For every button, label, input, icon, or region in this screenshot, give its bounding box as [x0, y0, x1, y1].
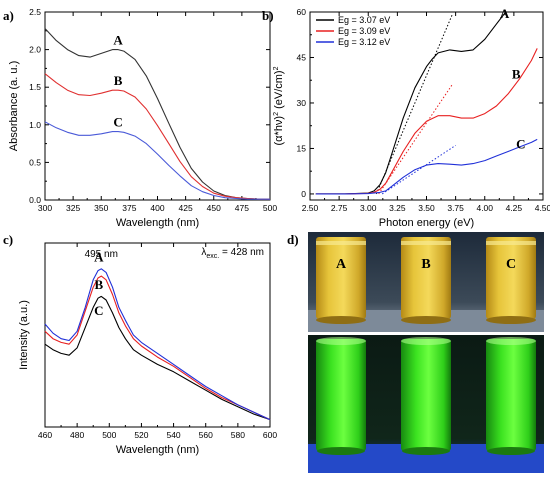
x-axis-title: Photon energy (eV): [379, 217, 474, 229]
absorbance-chart: 300 325 350 375 400 425 450 475 500 0.0 0.5 1.0 1.5 2…: [8, 7, 277, 229]
emission-chart: 460 480 500 520 540 560 580 600 Wavelength (nm) I…: [18, 242, 277, 456]
series-line-b: [315, 48, 538, 195]
x-tick-label: 400: [150, 203, 164, 213]
x-tick-label: 4.25: [506, 203, 523, 213]
vial-c-uv: [486, 337, 536, 455]
series-line-b: [44, 73, 270, 200]
series-line-a: [44, 28, 270, 200]
legend-entry: Eg = 3.09 eV: [338, 26, 390, 36]
panel-letter-c: c): [3, 232, 13, 247]
y-tick-label: 1.0: [29, 120, 41, 130]
vial-a-uv: [316, 337, 366, 455]
tauc-plot-chart: 2.50 2.75 3.00 3.25 3.50 3.75 4.00 4.25 4.50 0 15 3…: [273, 6, 550, 229]
series-line-c: [44, 268, 271, 421]
x-axis-title: Wavelength (nm): [116, 444, 199, 456]
x-tick-label: 580: [231, 430, 245, 440]
legend-entry: Eg = 3.07 eV: [338, 15, 390, 25]
x-tick-label: 2.75: [331, 203, 348, 213]
y-tick-label: 60: [297, 7, 307, 17]
x-tick-label: 475: [235, 203, 249, 213]
tauc-fit-line: [378, 84, 453, 195]
panel-letter-a: a): [3, 8, 14, 23]
x-tick-label: 560: [199, 430, 213, 440]
excitation-wavelength-label: λexc. = 428 nm: [201, 247, 264, 260]
y-tick-label: 45: [297, 52, 307, 62]
series-line-b: [44, 275, 271, 421]
plot-frame: [44, 242, 271, 428]
series-line-c: [44, 121, 270, 200]
vial-label-a: A: [336, 257, 347, 272]
tauc-fit-line: [381, 144, 456, 195]
vial-b-ambient: [401, 237, 451, 324]
x-tick-label: 480: [70, 430, 84, 440]
vial-c-ambient: [486, 237, 536, 324]
y-tick-label: 1.5: [29, 82, 41, 92]
x-tick-label: 2.50: [302, 203, 319, 213]
x-tick-label: 500: [102, 430, 116, 440]
y-tick-label: 2.0: [29, 45, 41, 55]
series-line-a: [315, 11, 507, 195]
x-tick-label: 375: [122, 203, 136, 213]
y-axis-title: Absorbance (a. u.): [8, 61, 20, 152]
y-axis-title: Intensity (a.u.): [18, 300, 30, 370]
vial-label-c: C: [506, 257, 516, 272]
series-label-a: A: [94, 249, 104, 264]
y-tick-label: 0.5: [29, 157, 41, 167]
vials-photograph: A B C: [308, 232, 544, 473]
series-label-c: C: [113, 114, 122, 129]
series-label-c: C: [516, 136, 525, 151]
photo-divider: [308, 332, 544, 335]
x-tick-label: 450: [207, 203, 221, 213]
y-tick-label: 0.0: [29, 195, 41, 205]
series-label-b: B: [114, 73, 123, 88]
x-tick-label: 600: [263, 430, 277, 440]
x-tick-label: 500: [263, 203, 277, 213]
x-axis-title: Wavelength (nm): [116, 217, 199, 229]
series-line-c: [315, 138, 538, 195]
x-tick-label: 3.00: [360, 203, 377, 213]
x-tick-label: 460: [38, 430, 52, 440]
y-tick-label: 15: [297, 143, 307, 153]
x-tick-label: 425: [179, 203, 193, 213]
y-tick-label: 0: [301, 189, 306, 199]
x-tick-label: 3.50: [418, 203, 435, 213]
legend-entry: Eg = 3.12 eV: [338, 37, 390, 47]
x-tick-label: 520: [134, 430, 148, 440]
x-tick-label: 4.00: [476, 203, 493, 213]
x-tick-label: 3.75: [447, 203, 464, 213]
y-axis-title: (α*hν)2 (eV/cm)2: [273, 66, 285, 145]
x-tick-label: 540: [166, 430, 180, 440]
vial-b-uv: [401, 337, 451, 455]
series-label-b: B: [95, 277, 104, 292]
plot-frame: [44, 11, 271, 201]
series-label-b: B: [512, 67, 521, 82]
vial-a-ambient: [316, 237, 366, 324]
x-tick-label: 4.50: [535, 203, 550, 213]
panel-letter-d: d): [287, 232, 299, 247]
y-tick-label: 2.5: [29, 7, 41, 17]
series-line-a: [44, 295, 271, 421]
vial-label-b: B: [421, 257, 430, 272]
x-tick-label: 3.25: [389, 203, 406, 213]
series-label-c: C: [94, 303, 103, 318]
panel-letter-b: b): [262, 8, 274, 23]
x-tick-label: 300: [38, 203, 52, 213]
peak-wavelength-label: 495 nm: [85, 249, 118, 260]
y-tick-label: 30: [297, 98, 307, 108]
series-label-a: A: [500, 6, 510, 21]
x-tick-label: 325: [66, 203, 80, 213]
series-label-a: A: [113, 32, 123, 47]
x-tick-label: 350: [94, 203, 108, 213]
